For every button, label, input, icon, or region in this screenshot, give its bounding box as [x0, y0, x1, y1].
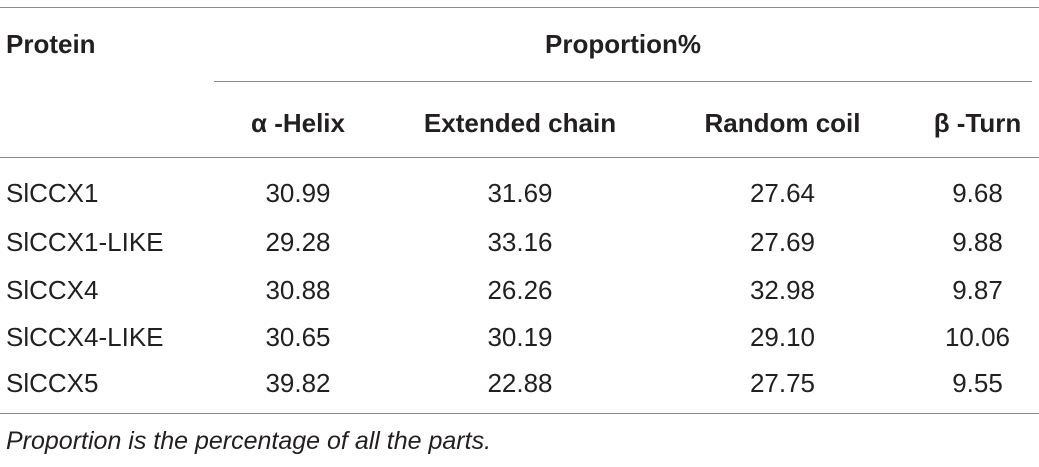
header-bottom-rule [0, 157, 1039, 158]
row-protein: SlCCX4-LIKE [6, 322, 164, 352]
table-bottom-rule [0, 413, 1039, 414]
cell-random-coil: 29.10 [749, 322, 816, 352]
cell-alpha-helix: 30.99 [265, 178, 331, 208]
cell-beta-turn: 9.88 [952, 227, 1003, 257]
group-rule [214, 81, 1032, 82]
cell-alpha-helix: 39.82 [265, 368, 331, 398]
cell-beta-turn: 9.68 [952, 178, 1003, 208]
cell-alpha-helix: 30.65 [265, 322, 331, 352]
header-alpha-helix: α -Helix [250, 108, 345, 138]
row-protein: SlCCX5 [6, 368, 99, 398]
header-proportion-group: Proportion% [545, 29, 701, 59]
cell-extended-chain: 31.69 [487, 178, 553, 208]
row-protein: SlCCX1 [6, 178, 99, 208]
cell-random-coil: 27.64 [749, 178, 816, 208]
cell-beta-turn: 10.06 [944, 322, 1011, 352]
top-rule [0, 7, 1039, 8]
header-beta-turn: β -Turn [933, 108, 1022, 138]
header-extended-chain: Extended chain [423, 108, 617, 138]
cell-beta-turn: 9.55 [952, 368, 1003, 398]
cell-alpha-helix: 29.28 [265, 227, 331, 257]
cell-extended-chain: 30.19 [487, 322, 553, 352]
table-footnote: Proportion is the percentage of all the … [6, 427, 492, 455]
cell-random-coil: 27.69 [749, 227, 816, 257]
row-protein: SlCCX4 [6, 275, 99, 305]
row-protein: SlCCX1-LIKE [6, 227, 164, 257]
cell-extended-chain: 22.88 [487, 368, 553, 398]
cell-extended-chain: 33.16 [487, 227, 553, 257]
cell-beta-turn: 9.87 [952, 275, 1003, 305]
header-protein: Protein [6, 29, 96, 59]
cell-extended-chain: 26.26 [487, 275, 553, 305]
cell-random-coil: 32.98 [749, 275, 816, 305]
cell-random-coil: 27.75 [749, 368, 816, 398]
header-random-coil: Random coil [704, 108, 861, 138]
cell-alpha-helix: 30.88 [265, 275, 331, 305]
